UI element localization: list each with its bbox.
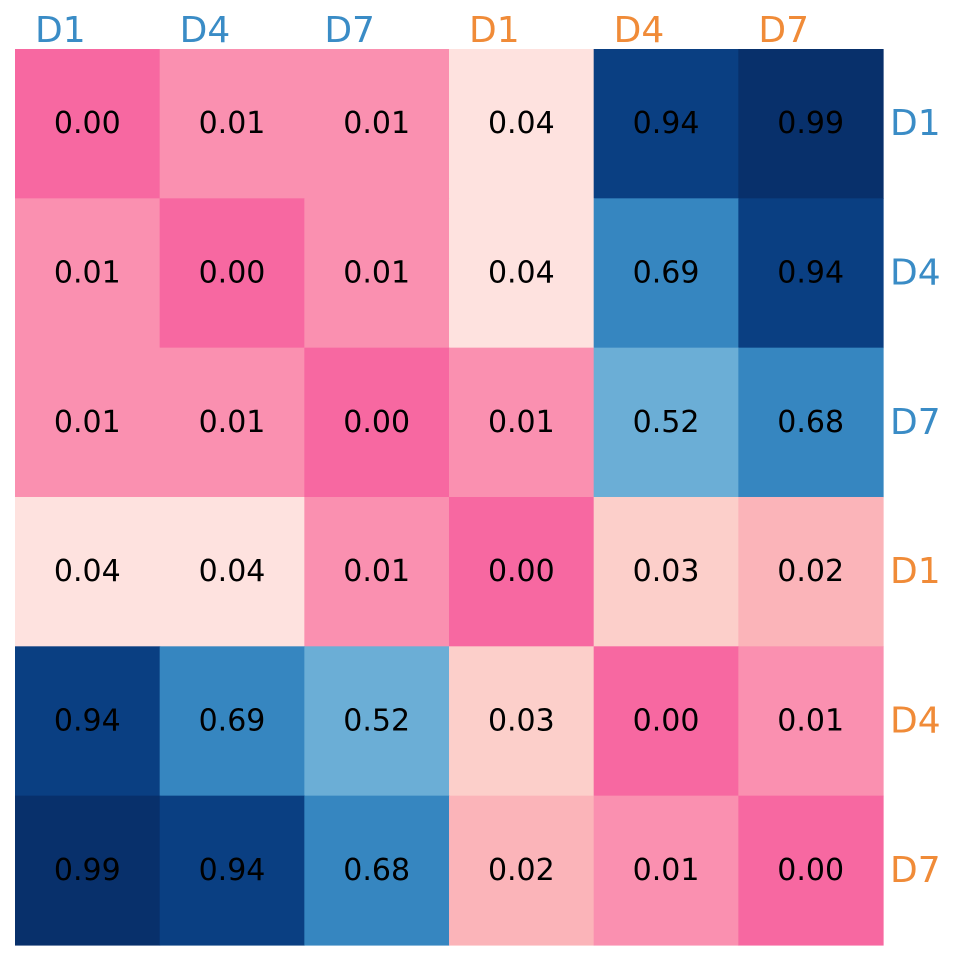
cell-value-label: 0.02 — [488, 853, 555, 888]
column-label: D4 — [180, 10, 231, 51]
heatmap-cells — [15, 49, 884, 946]
cell-value-label: 0.04 — [488, 256, 555, 291]
cell-value-label: 0.52 — [633, 405, 700, 440]
cell-value-label: 0.04 — [199, 554, 266, 589]
row-label: D4 — [890, 700, 941, 741]
heatmap-cell — [159, 347, 305, 498]
cell-value-label: 0.00 — [777, 853, 844, 888]
heatmap-cell — [593, 795, 739, 946]
cell-value-label: 0.04 — [488, 106, 555, 141]
column-label: D7 — [758, 10, 809, 51]
row-label: D7 — [890, 850, 941, 891]
row-label: D1 — [890, 103, 941, 144]
row-label: D7 — [890, 402, 941, 443]
heatmap-cell — [738, 198, 884, 349]
cell-value-label: 0.04 — [54, 554, 121, 589]
heatmap-cell — [159, 198, 305, 349]
cell-value-label: 0.03 — [488, 703, 555, 738]
cell-value-label: 0.01 — [633, 853, 700, 888]
heatmap-cell — [593, 496, 739, 647]
heatmap-cell — [738, 347, 884, 498]
heatmap-cell — [304, 49, 450, 199]
heatmap-cell — [738, 49, 884, 199]
cell-value-label: 0.94 — [777, 256, 844, 291]
heatmap-cell — [15, 646, 161, 797]
cell-value-label: 0.01 — [488, 405, 555, 440]
heatmap-cell — [15, 198, 161, 349]
heatmap-cell — [593, 49, 739, 199]
heatmap-cell — [15, 347, 161, 498]
row-labels: D1 D4 D7 D1 D4 D7 — [890, 103, 941, 891]
heatmap-cell — [159, 49, 305, 199]
heatmap-cell — [738, 646, 884, 797]
column-label: D7 — [324, 10, 375, 51]
heatmap-cell — [304, 646, 450, 797]
column-label: D1 — [35, 10, 86, 51]
cell-value-label: 0.99 — [54, 853, 121, 888]
cell-value-label: 0.00 — [488, 554, 555, 589]
cell-value-label: 0.68 — [343, 853, 410, 888]
cell-value-label: 0.03 — [633, 554, 700, 589]
cell-value-label: 0.01 — [343, 106, 410, 141]
heatmap-cell — [449, 496, 595, 647]
heatmap-cell — [159, 496, 305, 647]
cell-value-label: 0.00 — [54, 106, 121, 141]
row-label: D1 — [890, 551, 941, 592]
cell-value-label: 0.94 — [633, 106, 700, 141]
cell-value-label: 0.68 — [777, 405, 844, 440]
heatmap-cell — [449, 49, 595, 199]
heatmap-cell — [449, 646, 595, 797]
heatmap-cell — [15, 795, 161, 946]
heatmap-cell — [449, 347, 595, 498]
cell-value-label: 0.01 — [343, 256, 410, 291]
cell-value-label: 0.01 — [54, 256, 121, 291]
heatmap-cell — [738, 496, 884, 647]
cell-value-label: 0.01 — [199, 405, 266, 440]
cell-value-label: 0.94 — [54, 703, 121, 738]
heatmap-cell — [15, 49, 161, 199]
cell-value-label: 0.02 — [777, 554, 844, 589]
cell-value-label: 0.94 — [199, 853, 266, 888]
column-labels: D1 D4 D7 D1 D4 D7 — [35, 10, 809, 51]
cell-value-label: 0.00 — [199, 256, 266, 291]
heatmap-cell — [449, 795, 595, 946]
heatmap-cell — [593, 646, 739, 797]
heatmap-cell-values: 0.00 0.01 0.01 0.04 0.94 0.99 0.01 0.00 0.01 0.04… — [54, 106, 844, 888]
column-label: D1 — [469, 10, 520, 51]
cell-value-label: 0.52 — [343, 703, 410, 738]
cell-value-label: 0.01 — [777, 703, 844, 738]
cell-value-label: 0.01 — [54, 405, 121, 440]
heatmap-cell — [304, 496, 450, 647]
cell-value-label: 0.69 — [199, 703, 266, 738]
heatmap-cell — [593, 198, 739, 349]
heatmap-cell — [159, 795, 305, 946]
heatmap-cell — [593, 347, 739, 498]
cell-value-label: 0.69 — [633, 256, 700, 291]
row-label: D4 — [890, 253, 941, 294]
column-label: D4 — [614, 10, 665, 51]
heatmap-cell — [304, 795, 450, 946]
heatmap-cell — [449, 198, 595, 349]
cell-value-label: 0.01 — [343, 554, 410, 589]
heatmap-cell — [304, 347, 450, 498]
cell-value-label: 0.00 — [633, 703, 700, 738]
heatmap-cell — [304, 198, 450, 349]
cell-value-label: 0.00 — [343, 405, 410, 440]
heatmap-cell — [159, 646, 305, 797]
cell-value-label: 0.99 — [777, 106, 844, 141]
heatmap-cell — [738, 795, 884, 946]
cell-value-label: 0.01 — [199, 106, 266, 141]
heatmap-cell — [15, 496, 161, 647]
